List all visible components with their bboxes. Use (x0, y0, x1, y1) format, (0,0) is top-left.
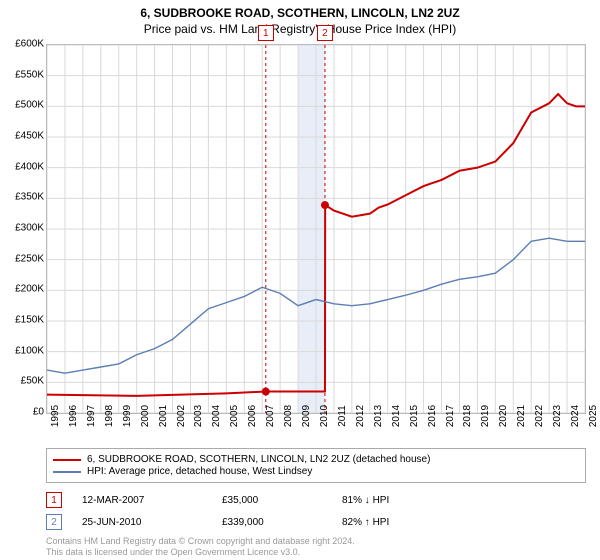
x-tick-label: 2013 (373, 405, 384, 427)
legend-label: 6, SUDBROOKE ROAD, SCOTHERN, LINCOLN, LN… (87, 454, 430, 465)
sale-row: 1 12-MAR-2007 £35,000 81% ↓ HPI (46, 492, 586, 508)
x-tick-label: 2022 (534, 405, 545, 427)
y-tick-label: £600K (4, 39, 44, 50)
x-tick-label: 1995 (50, 405, 61, 427)
event-marker: 1 (258, 25, 274, 41)
sale-marker: 1 (46, 492, 62, 508)
y-tick-label: £550K (4, 69, 44, 80)
legend: 6, SUDBROOKE ROAD, SCOTHERN, LINCOLN, LN… (46, 448, 586, 483)
legend-swatch (53, 471, 81, 473)
y-tick-label: £0 (4, 407, 44, 418)
x-tick-label: 2001 (158, 405, 169, 427)
x-tick-label: 2007 (265, 405, 276, 427)
legend-label: HPI: Average price, detached house, West… (87, 466, 312, 477)
x-tick-label: 2005 (229, 405, 240, 427)
x-tick-label: 2020 (498, 405, 509, 427)
y-tick-label: £100K (4, 345, 44, 356)
x-tick-label: 1998 (104, 405, 115, 427)
chart-container: 6, SUDBROOKE ROAD, SCOTHERN, LINCOLN, LN… (0, 0, 600, 560)
y-tick-label: £400K (4, 161, 44, 172)
chart-subtitle: Price paid vs. HM Land Registry's House … (0, 20, 600, 36)
x-tick-label: 1997 (86, 405, 97, 427)
x-tick-label: 2023 (552, 405, 563, 427)
sale-date: 12-MAR-2007 (82, 495, 222, 506)
legend-item: HPI: Average price, detached house, West… (53, 466, 579, 477)
x-tick-label: 2016 (427, 405, 438, 427)
x-tick-label: 2000 (140, 405, 151, 427)
sale-delta: 82% ↑ HPI (342, 517, 389, 528)
y-tick-label: £350K (4, 192, 44, 203)
x-tick-label: 2002 (176, 405, 187, 427)
sale-marker: 2 (46, 514, 62, 530)
x-tick-label: 2014 (391, 405, 402, 427)
x-tick-label: 2015 (409, 405, 420, 427)
x-tick-label: 2018 (462, 405, 473, 427)
y-tick-label: £150K (4, 315, 44, 326)
x-tick-label: 2019 (480, 405, 491, 427)
sale-price: £35,000 (222, 495, 342, 506)
x-tick-label: 2017 (445, 405, 456, 427)
event-marker: 2 (317, 25, 333, 41)
sale-date: 25-JUN-2010 (82, 517, 222, 528)
x-tick-label: 2021 (516, 405, 527, 427)
x-tick-label: 2004 (211, 405, 222, 427)
sale-delta: 81% ↓ HPI (342, 495, 389, 506)
x-tick-label: 2003 (193, 405, 204, 427)
y-tick-label: £200K (4, 284, 44, 295)
y-tick-label: £500K (4, 100, 44, 111)
legend-item: 6, SUDBROOKE ROAD, SCOTHERN, LINCOLN, LN… (53, 454, 579, 465)
x-tick-label: 2012 (355, 405, 366, 427)
sale-price: £339,000 (222, 517, 342, 528)
x-tick-label: 2006 (247, 405, 258, 427)
x-tick-label: 2009 (301, 405, 312, 427)
x-tick-label: 1996 (68, 405, 79, 427)
x-tick-label: 2025 (588, 405, 599, 427)
y-tick-label: £250K (4, 253, 44, 264)
x-tick-label: 2008 (283, 405, 294, 427)
y-tick-label: £50K (4, 376, 44, 387)
y-tick-label: £450K (4, 131, 44, 142)
y-tick-label: £300K (4, 223, 44, 234)
plot-area: 12 (46, 44, 586, 414)
chart-title: 6, SUDBROOKE ROAD, SCOTHERN, LINCOLN, LN… (0, 0, 600, 20)
line-chart (47, 45, 585, 413)
x-tick-label: 2011 (337, 405, 348, 427)
x-tick-label: 2024 (570, 405, 581, 427)
sale-row: 2 25-JUN-2010 £339,000 82% ↑ HPI (46, 514, 586, 530)
x-tick-label: 1999 (122, 405, 133, 427)
legend-swatch (53, 459, 81, 461)
x-tick-label: 2010 (319, 405, 330, 427)
copyright: Contains HM Land Registry data © Crown c… (46, 536, 355, 558)
